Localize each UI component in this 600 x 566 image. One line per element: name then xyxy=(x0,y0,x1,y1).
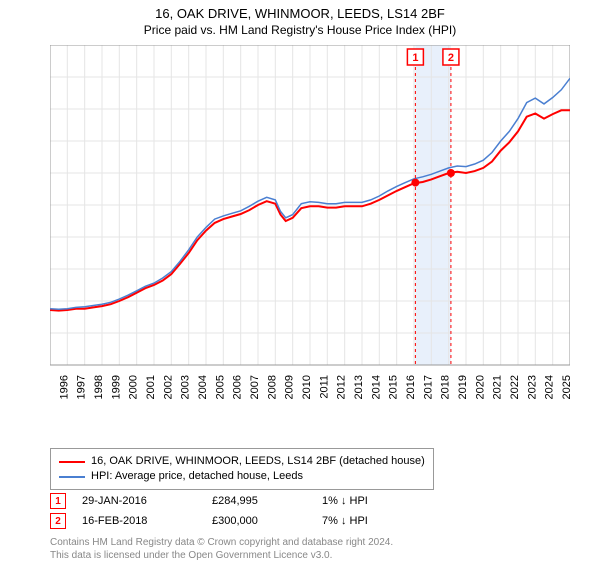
legend-label: HPI: Average price, detached house, Leed… xyxy=(91,469,303,484)
chart-svg: £0£50K£100K£150K£200K£250K£300K£350K£400… xyxy=(50,45,570,417)
svg-text:2011: 2011 xyxy=(318,375,330,399)
transaction-price: £300,000 xyxy=(212,515,322,527)
chart-legend: 16, OAK DRIVE, WHINMOOR, LEEDS, LS14 2BF… xyxy=(50,448,434,490)
svg-text:2020: 2020 xyxy=(474,375,486,399)
svg-text:2007: 2007 xyxy=(249,375,261,399)
svg-text:2001: 2001 xyxy=(145,375,157,399)
transaction-date: 29-JAN-2016 xyxy=(82,495,212,507)
chart-container: 16, OAK DRIVE, WHINMOOR, LEEDS, LS14 2BF… xyxy=(0,6,600,566)
svg-text:2018: 2018 xyxy=(440,375,452,399)
footnote: Contains HM Land Registry data © Crown c… xyxy=(50,536,393,562)
transaction-price: £284,995 xyxy=(212,495,322,507)
svg-text:2013: 2013 xyxy=(353,375,365,399)
chart-subtitle: Price paid vs. HM Land Registry's House … xyxy=(0,23,600,37)
svg-text:2010: 2010 xyxy=(301,375,313,399)
svg-text:1998: 1998 xyxy=(93,375,105,399)
svg-text:1: 1 xyxy=(412,52,418,64)
svg-text:1997: 1997 xyxy=(76,375,88,399)
transaction-row: 1 29-JAN-2016£284,9951% ↓ HPI xyxy=(50,491,368,511)
legend-row: 16, OAK DRIVE, WHINMOOR, LEEDS, LS14 2BF… xyxy=(59,454,425,469)
svg-text:2024: 2024 xyxy=(544,375,556,399)
legend-label: 16, OAK DRIVE, WHINMOOR, LEEDS, LS14 2BF… xyxy=(91,454,425,469)
svg-text:2014: 2014 xyxy=(370,375,382,399)
svg-text:2006: 2006 xyxy=(232,375,244,399)
svg-text:1995: 1995 xyxy=(50,375,53,399)
chart-title: 16, OAK DRIVE, WHINMOOR, LEEDS, LS14 2BF xyxy=(0,6,600,21)
transaction-date: 16-FEB-2018 xyxy=(82,515,212,527)
legend-swatch xyxy=(59,476,85,478)
svg-text:2025: 2025 xyxy=(561,375,570,399)
svg-text:1996: 1996 xyxy=(58,375,70,399)
svg-text:2015: 2015 xyxy=(388,375,400,399)
transaction-marker: 2 xyxy=(50,513,66,529)
transactions-table: 1 29-JAN-2016£284,9951% ↓ HPI 2 16-FEB-2018… xyxy=(50,491,368,531)
svg-text:2000: 2000 xyxy=(128,375,140,399)
svg-text:2023: 2023 xyxy=(526,375,538,399)
legend-swatch xyxy=(59,461,85,463)
svg-text:1999: 1999 xyxy=(110,375,122,399)
transaction-delta: 1% ↓ HPI xyxy=(322,495,368,507)
svg-text:2012: 2012 xyxy=(336,375,348,399)
chart-plot-wrap: £0£50K£100K£150K£200K£250K£300K£350K£400… xyxy=(50,45,600,417)
svg-text:2009: 2009 xyxy=(284,375,296,399)
svg-text:2017: 2017 xyxy=(422,375,434,399)
svg-text:2019: 2019 xyxy=(457,375,469,399)
svg-text:2004: 2004 xyxy=(197,375,209,399)
transaction-marker: 1 xyxy=(50,493,66,509)
svg-text:2022: 2022 xyxy=(509,375,521,399)
svg-text:2021: 2021 xyxy=(492,375,504,399)
svg-text:2003: 2003 xyxy=(180,375,192,399)
svg-text:2002: 2002 xyxy=(162,375,174,399)
legend-row: HPI: Average price, detached house, Leed… xyxy=(59,469,425,484)
transaction-row: 2 16-FEB-2018£300,0007% ↓ HPI xyxy=(50,511,368,531)
footnote-line-1: Contains HM Land Registry data © Crown c… xyxy=(50,536,393,549)
svg-text:2016: 2016 xyxy=(405,375,417,399)
svg-text:2008: 2008 xyxy=(266,375,278,399)
svg-text:2005: 2005 xyxy=(214,375,226,399)
footnote-line-2: This data is licensed under the Open Gov… xyxy=(50,549,393,562)
transaction-delta: 7% ↓ HPI xyxy=(322,515,368,527)
svg-text:2: 2 xyxy=(448,52,454,64)
